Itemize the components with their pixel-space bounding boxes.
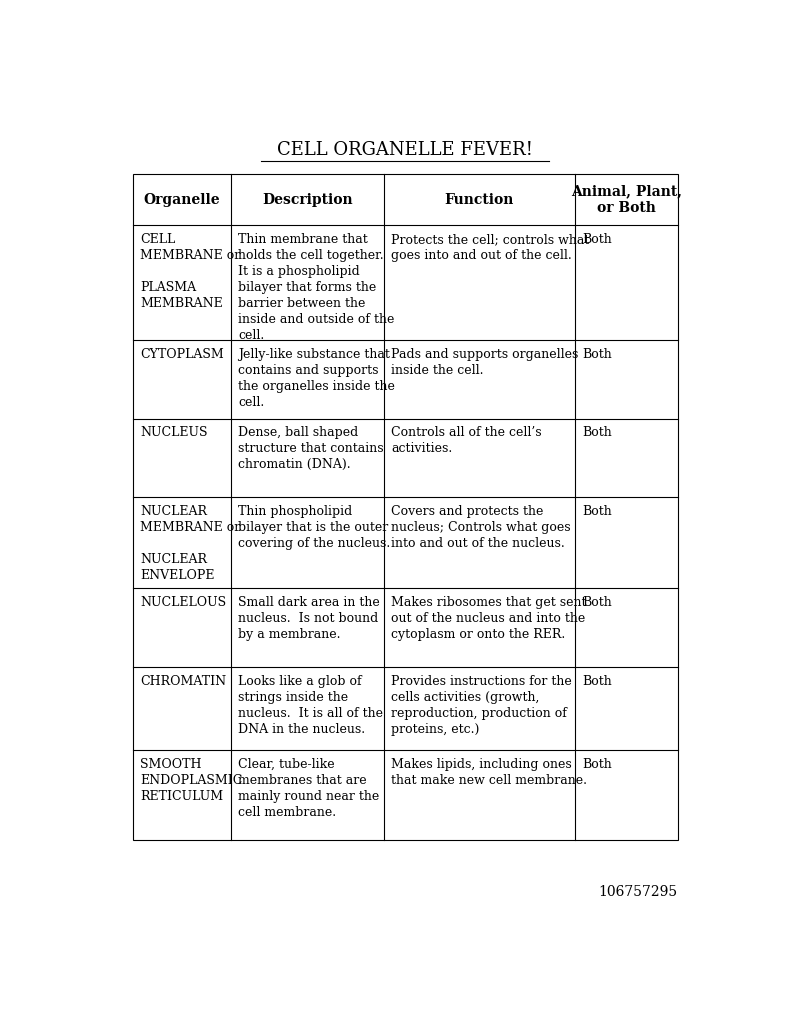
Text: Covers and protects the
nucleus; Controls what goes
into and out of the nucleus.: Covers and protects the nucleus; Control…: [391, 505, 570, 550]
Text: CELL ORGANELLE FEVER!: CELL ORGANELLE FEVER!: [278, 141, 533, 160]
Text: Animal, Plant,
or Both: Animal, Plant, or Both: [571, 184, 682, 215]
Text: Looks like a glob of
strings inside the
nucleus.  It is all of the
DNA in the nu: Looks like a glob of strings inside the …: [238, 675, 383, 736]
Text: NUCLEAR
MEMBRANE or

NUCLEAR
ENVELOPE: NUCLEAR MEMBRANE or NUCLEAR ENVELOPE: [140, 505, 240, 583]
Text: Both: Both: [582, 347, 611, 360]
Text: Jelly-like substance that
contains and supports
the organelles inside the
cell.: Jelly-like substance that contains and s…: [238, 347, 395, 409]
Text: CHROMATIN: CHROMATIN: [140, 675, 226, 688]
Text: Function: Function: [445, 193, 513, 207]
Text: CYTOPLASM: CYTOPLASM: [140, 347, 224, 360]
Text: Both: Both: [582, 675, 611, 688]
Text: Controls all of the cell’s
activities.: Controls all of the cell’s activities.: [391, 426, 542, 456]
Bar: [133, 174, 678, 841]
Text: Both: Both: [582, 505, 611, 518]
Text: Clear, tube-like
membranes that are
mainly round near the
cell membrane.: Clear, tube-like membranes that are main…: [238, 758, 380, 818]
Text: Makes lipids, including ones
that make new cell membrane.: Makes lipids, including ones that make n…: [391, 758, 587, 786]
Text: Dense, ball shaped
structure that contains
chromatin (DNA).: Dense, ball shaped structure that contai…: [238, 426, 384, 471]
Text: Protects the cell; controls what
goes into and out of the cell.: Protects the cell; controls what goes in…: [391, 233, 589, 262]
Text: Both: Both: [582, 596, 611, 609]
Text: Small dark area in the
nucleus.  Is not bound
by a membrane.: Small dark area in the nucleus. Is not b…: [238, 596, 380, 641]
Text: Both: Both: [582, 233, 611, 246]
Text: Thin phospholipid
bilayer that is the outer
covering of the nucleus.: Thin phospholipid bilayer that is the ou…: [238, 505, 391, 550]
Text: Pads and supports organelles
inside the cell.: Pads and supports organelles inside the …: [391, 347, 578, 377]
Text: Description: Description: [262, 193, 353, 207]
Text: Both: Both: [582, 426, 611, 439]
Text: NUCLEUS: NUCLEUS: [140, 426, 207, 439]
Text: Thin membrane that
holds the cell together.
It is a phospholipid
bilayer that fo: Thin membrane that holds the cell togeth…: [238, 233, 395, 342]
Text: CELL
MEMBRANE or

PLASMA
MEMBRANE: CELL MEMBRANE or PLASMA MEMBRANE: [140, 233, 240, 310]
Text: SMOOTH
ENDOPLASMIC
RETICULUM: SMOOTH ENDOPLASMIC RETICULUM: [140, 758, 242, 803]
Text: NUCLELOUS: NUCLELOUS: [140, 596, 226, 609]
Text: Makes ribosomes that get sent
out of the nucleus and into the
cytoplasm or onto : Makes ribosomes that get sent out of the…: [391, 596, 586, 641]
Text: Provides instructions for the
cells activities (growth,
reproduction, production: Provides instructions for the cells acti…: [391, 675, 572, 736]
Text: Organelle: Organelle: [143, 193, 220, 207]
Text: 106757295: 106757295: [599, 885, 678, 899]
Text: Both: Both: [582, 758, 611, 771]
